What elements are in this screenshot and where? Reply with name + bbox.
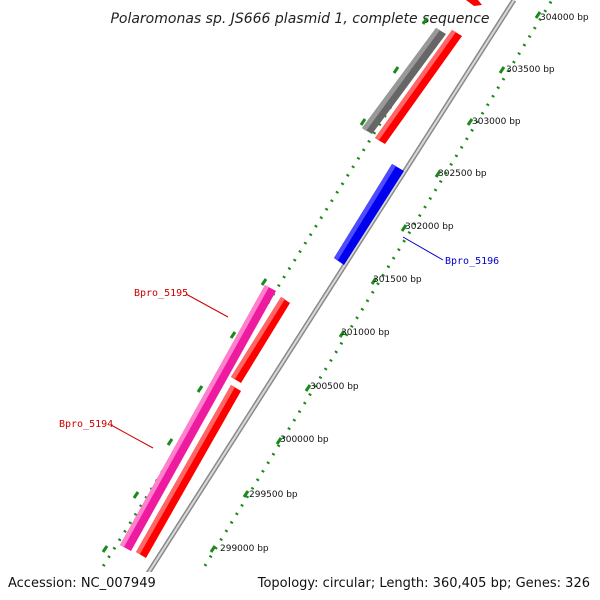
cds-red-top (375, 0, 482, 144)
ruler-label-303000: 303000 bp (472, 117, 521, 127)
ruler-label-303500: 303500 bp (506, 65, 555, 75)
ruler-label-301000: 301000 bp (341, 328, 390, 338)
ruler-label-299500: 299500 bp (249, 490, 298, 500)
label-bpro-5195: Bpro_5195 (134, 288, 188, 299)
map-title: Polaromonas sp. JS666 plasmid 1, complet… (110, 11, 489, 27)
gene-bpro-5195-track (120, 285, 276, 551)
gray-feature (362, 28, 446, 134)
callout-bpro-5196: Bpro_5196 (402, 236, 499, 267)
inner-ruler-ticks (101, 17, 429, 553)
cds-bpro-5194 (136, 385, 241, 558)
summary-text: Topology: circular; Length: 360,405 bp; … (257, 576, 590, 591)
cds-bpro-5196 (334, 164, 404, 265)
ruler-label-302500: 302500 bp (438, 169, 487, 179)
ruler-label-302000: 302000 bp (405, 222, 454, 232)
label-bpro-5196: Bpro_5196 (445, 256, 499, 267)
callout-bpro-5194: Bpro_5194 (59, 419, 154, 449)
callout-bpro-5195: Bpro_5195 (134, 288, 229, 318)
footer-bar (0, 572, 600, 600)
ruler-label-301500: 301500 bp (373, 275, 422, 285)
ruler-ticks (209, 11, 542, 553)
ruler-label-300000: 300000 bp (280, 435, 329, 445)
ruler-label-300500: 300500 bp (310, 382, 359, 392)
ruler-labels: 299000 bp 299500 bp 300000 bp 300500 bp … (220, 13, 589, 554)
label-bpro-5194: Bpro_5194 (59, 419, 113, 430)
outer-ruler (182, 0, 554, 600)
ruler-label-304000: 304000 bp (540, 13, 589, 23)
sequence-backbone-highlight (130, 0, 515, 600)
ruler-label-299000: 299000 bp (220, 544, 269, 554)
accession-text: Accession: NC_007949 (8, 576, 156, 591)
cds-red-middle (231, 297, 290, 383)
